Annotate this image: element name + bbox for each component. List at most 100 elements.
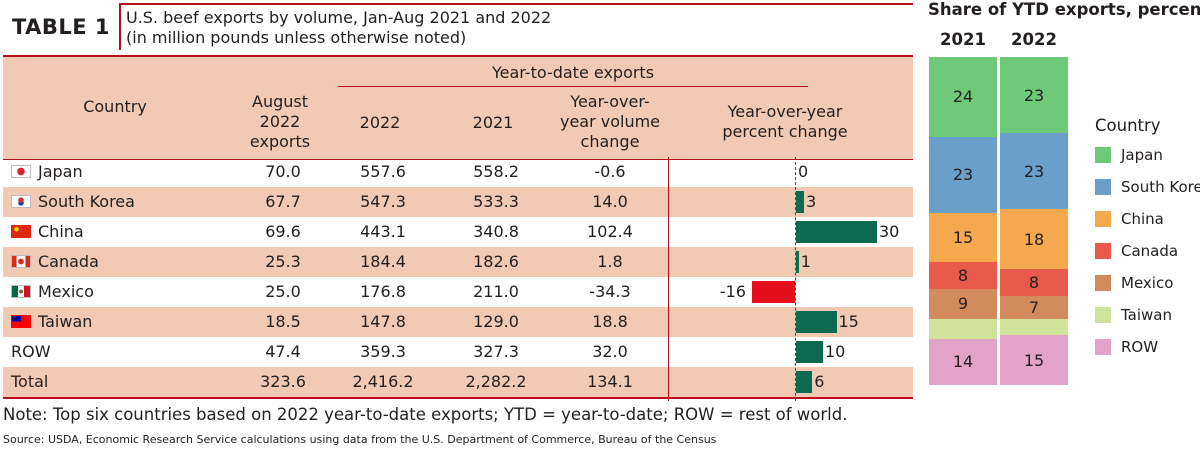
row-2021: 327.3 <box>473 342 519 361</box>
legend-item: Taiwan <box>1095 306 1172 324</box>
share-segment-south-korea: 23 <box>929 136 997 213</box>
pct-change-bar <box>796 251 799 273</box>
pct-change-label: 30 <box>879 222 900 241</box>
col-header-august-l3: exports <box>249 132 311 151</box>
title-rule <box>3 3 913 5</box>
share-segment-mexico: 9 <box>929 288 997 319</box>
legend-label: China <box>1121 210 1164 228</box>
table-row: South Korea 67.7 547.3 533.3 14.0 <box>3 187 913 217</box>
pct-change-label: 10 <box>825 342 846 361</box>
share-segment-taiwan <box>1000 318 1068 336</box>
row-yoy: -0.6 <box>594 162 626 181</box>
col-header-yoy-l3: change <box>580 132 640 151</box>
row-2021: 2,282.2 <box>465 372 527 391</box>
row-country: Japan <box>38 162 83 181</box>
legend-label: Japan <box>1121 146 1163 164</box>
legend-swatch <box>1095 307 1111 323</box>
col-header-country: Country <box>83 97 147 116</box>
table-row-total: Total 323.6 2,416.2 2,282.2 134.1 <box>3 367 913 399</box>
col-header-pct-change: Year-over-year percent change <box>700 102 870 142</box>
table-row: Mexico 25.0 176.8 211.0 -34.3 <box>3 277 913 307</box>
col-header-yoy-volume: Year-over- year volume change <box>545 92 675 152</box>
row-2022: 547.3 <box>360 192 406 211</box>
row-country: South Korea <box>38 192 135 211</box>
share-segment-taiwan <box>929 318 997 339</box>
legend-title: Country <box>1095 116 1161 135</box>
pct-change-label: 6 <box>814 372 825 391</box>
row-2022: 176.8 <box>360 282 406 301</box>
row-august: 18.5 <box>265 312 301 331</box>
share-segment-row: 15 <box>1000 335 1068 385</box>
footnote: Note: Top six countries based on 2022 ye… <box>3 405 848 424</box>
row-august: 67.7 <box>265 192 301 211</box>
share-chart-title: Share of YTD exports, percent <box>928 0 1200 19</box>
source-note: Source: USDA, Economic Research Service … <box>3 433 717 446</box>
legend-swatch <box>1095 147 1111 163</box>
row-august: 25.3 <box>265 252 301 271</box>
row-2021: 533.3 <box>473 192 519 211</box>
row-country: Taiwan <box>38 312 93 331</box>
row-2022: 184.4 <box>360 252 406 271</box>
row-august: 70.0 <box>265 162 301 181</box>
title-line-2: (in million pounds unless otherwise note… <box>126 28 467 47</box>
share-segment-row: 14 <box>929 338 997 385</box>
legend-item: South Korea <box>1095 178 1200 196</box>
row-yoy: 32.0 <box>592 342 628 361</box>
legend-item: Mexico <box>1095 274 1173 292</box>
table-row: Taiwan 18.5 147.8 129.0 18.8 <box>3 307 913 337</box>
legend-swatch <box>1095 211 1111 227</box>
table-header <box>3 55 913 160</box>
pct-chart-zero-line <box>795 157 796 401</box>
row-2021: 182.6 <box>473 252 519 271</box>
pct-change-label: 15 <box>838 312 859 331</box>
pct-change-bar <box>751 281 795 303</box>
legend-label: Canada <box>1121 242 1179 260</box>
row-2021: 211.0 <box>473 282 519 301</box>
col-header-yoy-l1: Year-over- <box>570 92 650 111</box>
legend-label: Mexico <box>1121 274 1174 292</box>
share-segment-japan: 23 <box>1000 57 1068 134</box>
row-country: ROW <box>11 342 51 361</box>
legend-item: Canada <box>1095 242 1178 260</box>
col-header-2021: 2021 <box>472 113 514 132</box>
row-2021: 558.2 <box>473 162 519 181</box>
row-2022: 443.1 <box>360 222 406 241</box>
legend-item: China <box>1095 210 1164 228</box>
title-line-1: U.S. beef exports by volume, Jan-Aug 202… <box>126 8 552 27</box>
col-header-august: August 2022 exports <box>230 92 330 152</box>
pct-change-label: -16 <box>719 282 746 301</box>
pct-chart-divider <box>668 157 669 401</box>
pct-change-bar <box>796 221 877 243</box>
legend-swatch <box>1095 275 1111 291</box>
col-header-pct-l1: Year-over-year <box>727 102 843 121</box>
legend-item: ROW <box>1095 338 1158 356</box>
col-header-ytd-group: Year-to-date exports <box>491 63 655 82</box>
col-header-august-l1: August <box>252 92 308 111</box>
legend-label: South Korea <box>1121 178 1200 196</box>
share-segment-canada: 8 <box>929 262 997 289</box>
japan-flag-icon <box>11 165 31 178</box>
row-2022: 2,416.2 <box>352 372 414 391</box>
ytd-group-rule <box>338 86 808 87</box>
share-segment-canada: 8 <box>1000 269 1068 296</box>
pct-change-label: 3 <box>806 192 817 211</box>
row-yoy: 1.8 <box>597 252 623 271</box>
row-2021: 340.8 <box>473 222 519 241</box>
legend-swatch <box>1095 339 1111 355</box>
table-badge: TABLE 1 <box>3 3 121 50</box>
share-segment-mexico: 7 <box>1000 295 1068 319</box>
pct-change-bar <box>796 371 813 393</box>
legend-label: ROW <box>1121 338 1159 356</box>
table-title: U.S. beef exports by volume, Jan-Aug 202… <box>126 8 906 48</box>
legend-item: Japan <box>1095 146 1163 164</box>
col-header-2022: 2022 <box>359 113 401 132</box>
table-row: Japan 70.0 557.6 558.2 -0.6 <box>3 157 913 187</box>
col-header-yoy-l2: year volume <box>559 112 661 131</box>
row-yoy: 102.4 <box>587 222 633 241</box>
row-august: 323.6 <box>260 372 306 391</box>
china-flag-icon <box>11 225 31 238</box>
row-august: 47.4 <box>265 342 301 361</box>
share-segment-south-korea: 23 <box>1000 133 1068 210</box>
share-segment-china: 15 <box>929 212 997 263</box>
